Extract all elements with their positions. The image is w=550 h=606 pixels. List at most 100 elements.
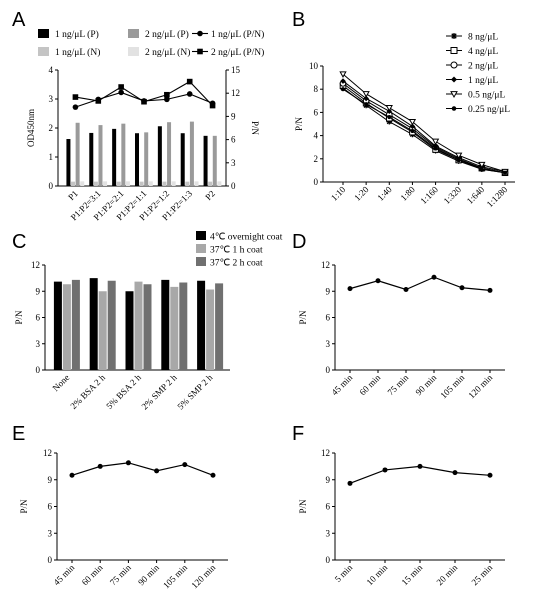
data-point: [408, 118, 417, 126]
y-tick-label: 3: [36, 339, 41, 349]
legend-label: 0.5 ng/μL: [468, 91, 505, 101]
data-point: [141, 98, 147, 105]
y-tick-label: 9: [326, 475, 331, 485]
data-point: [347, 480, 353, 486]
data-point: [431, 274, 437, 280]
y-tick-label: 6: [36, 313, 41, 323]
data-point: [164, 96, 170, 103]
chart-panel-d: 0 3 6 9 12 P/N 45 min 60 min 75 min 90 min 105 min…: [298, 260, 505, 400]
y-tick-label: 3: [49, 94, 54, 104]
bar: [215, 283, 224, 370]
data-point: [118, 89, 124, 96]
legend-marker: [451, 33, 457, 39]
bar: [112, 128, 117, 186]
data-point: [95, 98, 102, 104]
x-tick-label: 1:10: [329, 184, 348, 203]
legend: 8 ng/μL 4 ng/μL 2 ng/μL 1 ng/μL 0.5 ng/μL 0.2…: [446, 33, 510, 115]
legend-label: 2 ng/μL (P/N): [211, 47, 264, 58]
legend-label: 1 ng/μL: [468, 76, 498, 86]
y-tick-label: 1: [49, 152, 54, 162]
y2-axis-label: P/N: [250, 121, 260, 136]
chart-panel-e: 0 3 6 9 12 P/N 45 min 60 min 75 min 90 min 105 min…: [19, 448, 228, 590]
x-tick-label: 1:320: [442, 184, 464, 206]
chart-panel-f: 0 3 6 9 12 P/N 5 min 10 min 15 min 20 min 25 min: [298, 448, 505, 587]
x-tick-label: P1: [66, 188, 80, 202]
bar: [107, 280, 116, 370]
x-tick-label: 120 min: [189, 562, 217, 590]
legend-marker: [197, 30, 203, 37]
panel-label: E: [12, 423, 25, 445]
legend: 1 ng/μL (P) 2 ng/μL (P) 1 ng/μL (P/N) 1 ng/…: [38, 29, 264, 58]
y-tick-label: 10: [309, 61, 319, 71]
x-tick-label: 1:640: [465, 184, 487, 206]
y-tick-label: 6: [48, 502, 53, 512]
bar: [116, 181, 121, 186]
legend-swatch: [38, 47, 49, 56]
data-point: [432, 143, 439, 149]
legend-label: 37℃ 1 h coat: [210, 246, 263, 256]
data-point: [363, 95, 369, 102]
data-point: [154, 468, 160, 474]
x-tick-label: 45 min: [329, 372, 354, 397]
bar: [148, 181, 153, 186]
bar: [71, 181, 76, 186]
y2-tick-label: 6: [231, 135, 236, 145]
y2-tick-label: 3: [231, 158, 236, 168]
bar: [98, 291, 107, 370]
bar: [208, 181, 213, 186]
bar: [212, 135, 217, 186]
data-point: [385, 105, 393, 112]
x-tick-label: 45 min: [51, 562, 76, 587]
y-tick-label: 3: [326, 528, 331, 538]
bar: [170, 286, 179, 370]
data-point: [362, 91, 370, 98]
y-tick-label: 12: [43, 448, 52, 458]
legend-label: 37℃ 2 h coat: [210, 259, 263, 269]
data-point: [209, 102, 216, 109]
y-tick-label: 6: [314, 107, 319, 117]
bar: [144, 132, 149, 186]
bar: [197, 280, 206, 370]
bar: [180, 133, 185, 186]
legend: 4℃ overnight coat 37℃ 1 h coat 37℃ 2 h coa…: [196, 231, 283, 269]
legend-marker: [450, 47, 458, 54]
legend-swatch: [196, 257, 206, 266]
bar: [206, 289, 215, 370]
panel-label: B: [292, 9, 305, 31]
bar: [139, 181, 144, 186]
x-tick-label: 15 min: [399, 562, 424, 587]
y-tick-label: 12: [31, 260, 40, 270]
x-tick-label: 90 min: [413, 372, 438, 397]
data-point: [456, 157, 461, 163]
x-tick-label: 25 min: [469, 562, 494, 587]
bar: [121, 123, 126, 186]
bar: [161, 279, 170, 370]
panel-label: C: [12, 231, 26, 253]
y-axis-label: OD450nm: [26, 109, 36, 147]
data-point: [502, 170, 508, 175]
legend-swatch: [38, 29, 49, 38]
legend-label: 4 ng/μL: [468, 47, 498, 57]
data-point: [69, 472, 75, 478]
legend-label: 0.25 ng/μL: [468, 105, 510, 115]
bar: [143, 284, 152, 370]
y-tick-label: 0: [49, 181, 54, 191]
data-point: [487, 472, 493, 478]
legend-swatch: [196, 244, 206, 253]
y-tick-label: 4: [49, 65, 54, 75]
y-tick-label: 9: [36, 286, 41, 296]
x-tick-label: 5% SMP 2 h: [175, 372, 215, 412]
data-point: [97, 463, 103, 469]
series-line: [342, 73, 506, 173]
y-tick-label: 6: [326, 502, 331, 512]
x-tick-label: 60 min: [357, 372, 382, 397]
y-tick-label: 3: [326, 339, 331, 349]
y-tick-label: 0: [36, 365, 41, 375]
x-tick-label: 20 min: [434, 562, 459, 587]
y-axis-label: P/N: [19, 499, 29, 514]
data-point: [340, 87, 346, 92]
legend-label: 1 ng/μL (P): [55, 29, 99, 40]
data-point: [210, 472, 216, 478]
